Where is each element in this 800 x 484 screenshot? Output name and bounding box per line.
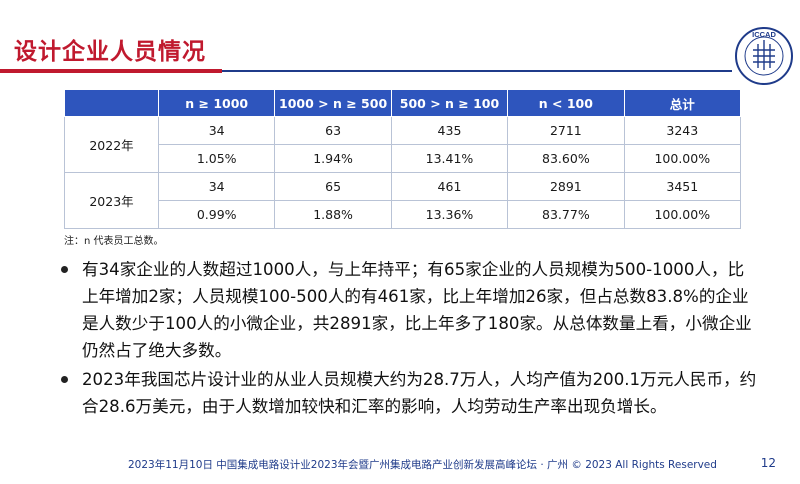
table-cell: 34 bbox=[157, 172, 276, 201]
bullet-list: 有34家企业的人数超过1000人，与上年持平；有65家企业的人员规模为500-1… bbox=[60, 256, 760, 420]
table-cell: 461 bbox=[390, 172, 509, 201]
header-cell: n < 100 bbox=[507, 89, 625, 117]
header-cell: 1000 > n ≥ 500 bbox=[274, 89, 392, 117]
title-underline-red bbox=[0, 69, 222, 73]
header-cell: 总计 bbox=[623, 89, 742, 117]
bullet-text: 2023年我国芯片设计业的从业人员规模大约为28.7万人，人均产值为200.1万… bbox=[82, 370, 757, 416]
table-row: 2023年 34 65 461 2891 3451 bbox=[64, 172, 742, 229]
table-cell: 13.41% bbox=[390, 144, 509, 173]
table-cell: 1.88% bbox=[274, 200, 392, 229]
bullet-item: 有34家企业的人数超过1000人，与上年持平；有65家企业的人员规模为500-1… bbox=[60, 256, 760, 364]
table-cell: 34 bbox=[157, 116, 276, 145]
table-cell: 2891 bbox=[507, 172, 625, 201]
table-row: 2022年 34 63 435 2711 3243 bbox=[64, 116, 742, 173]
slide-title: 设计企业人员情况 bbox=[14, 39, 206, 65]
header-cell: 500 > n ≥ 100 bbox=[390, 89, 509, 117]
table-cell: 1.94% bbox=[274, 144, 392, 173]
table-cell: 13.36% bbox=[390, 200, 509, 229]
table-cell: 83.60% bbox=[507, 144, 625, 173]
header-cell bbox=[64, 89, 159, 117]
bullet-dot-icon bbox=[61, 376, 68, 383]
employee-scale-table: n ≥ 1000 1000 > n ≥ 500 500 > n ≥ 100 n … bbox=[64, 89, 742, 229]
table-cell: 435 bbox=[390, 116, 509, 145]
table-note: 注：n 代表员工总数。 bbox=[64, 236, 164, 247]
table-cell: 83.77% bbox=[507, 200, 625, 229]
table-cell: 1.05% bbox=[157, 144, 276, 173]
table-cell: 3243 bbox=[623, 116, 742, 145]
table-cell: 63 bbox=[274, 116, 392, 145]
table-cell: 2711 bbox=[507, 116, 625, 145]
header-cell: n ≥ 1000 bbox=[157, 89, 276, 117]
table-header-row: n ≥ 1000 1000 > n ≥ 500 500 > n ≥ 100 n … bbox=[64, 89, 742, 117]
footer-text: 2023年11月10日 中国集成电路设计业2023年会暨广州集成电路产业创新发展… bbox=[128, 459, 717, 471]
table-cell: 0.99% bbox=[157, 200, 276, 229]
bullet-text: 有34家企业的人数超过1000人，与上年持平；有65家企业的人员规模为500-1… bbox=[82, 260, 752, 360]
table-row: 1.05% 1.94% 13.41% 83.60% 100.00% bbox=[65, 144, 742, 173]
table-row: 0.99% 1.88% 13.36% 83.77% 100.00% bbox=[65, 200, 742, 229]
iccad-logo: ICCAD bbox=[735, 27, 793, 85]
year-cell: 2022年 bbox=[64, 116, 159, 173]
bullet-dot-icon bbox=[61, 266, 68, 273]
table-cell: 65 bbox=[274, 172, 392, 201]
table-cell: 100.00% bbox=[623, 200, 742, 229]
year-cell: 2023年 bbox=[64, 172, 159, 229]
title-underline-blue bbox=[222, 70, 732, 72]
logo-text: ICCAD bbox=[752, 30, 776, 39]
table-cell: 3451 bbox=[623, 172, 742, 201]
table-cell: 100.00% bbox=[623, 144, 742, 173]
bullet-item: 2023年我国芯片设计业的从业人员规模大约为28.7万人，人均产值为200.1万… bbox=[60, 366, 760, 420]
page-number: 12 bbox=[760, 456, 776, 470]
